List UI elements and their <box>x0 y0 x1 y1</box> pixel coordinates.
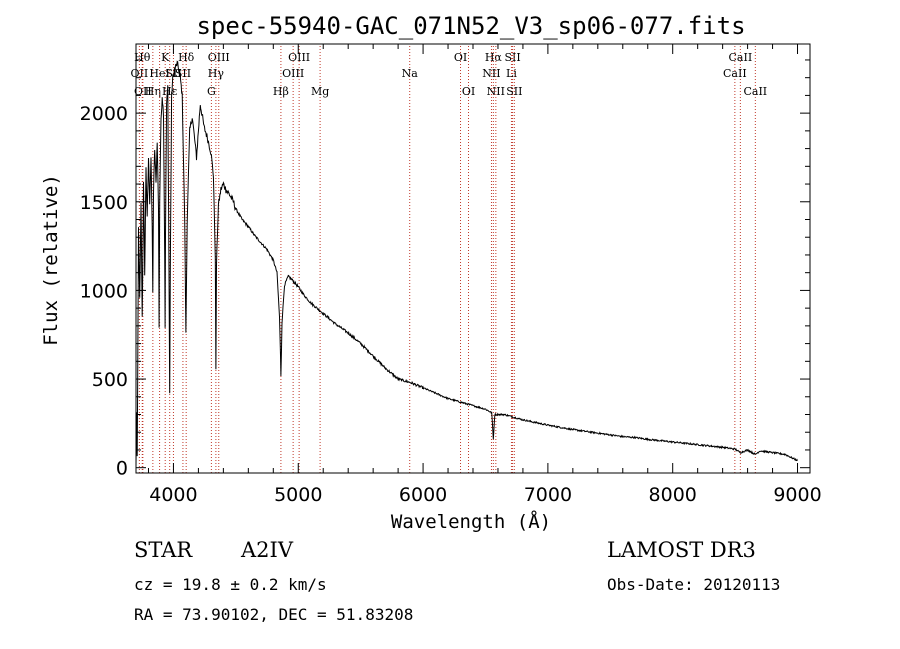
x-tick-label: 5000 <box>274 484 322 506</box>
line-marker-label-28: CaII <box>743 85 767 98</box>
line-marker-label-12: G <box>207 85 216 98</box>
line-marker-label-1: Hθ <box>134 51 151 64</box>
y-tick-label: 1500 <box>80 192 128 214</box>
x-tick-label: 6000 <box>399 484 447 506</box>
line-marker-label-16: Mg <box>311 85 329 98</box>
observation-date: Obs-Date: 20120113 <box>607 575 781 594</box>
line-marker-label-2: OII <box>134 85 152 98</box>
line-marker-label-25: SII <box>506 85 522 98</box>
plot-frame <box>135 43 811 474</box>
object-class: STAR <box>134 538 193 562</box>
axis-ticks <box>136 44 810 473</box>
line-marker-label-24: Li <box>506 67 517 80</box>
object-subclass: A2IV <box>241 538 293 562</box>
y-axis-label: Flux (relative) <box>40 174 62 346</box>
line-marker-label-3: Hη <box>145 85 161 98</box>
line-marker-label-4: HeI <box>149 67 169 80</box>
tick-labels: 4000 5000 6000 7000 8000 9000 0 500 1000 1500 2000 <box>80 103 822 506</box>
line-marker-label-7: Hε <box>162 85 178 98</box>
line-marker-label-22: NII <box>487 85 505 98</box>
line-marker-label-14: OIII <box>288 51 310 64</box>
spectrum-series-line <box>135 60 798 466</box>
line-marker-label-21: NII <box>482 67 500 80</box>
x-axis-label: Wavelength (Å) <box>391 510 551 533</box>
line-marker-label-5: K <box>161 51 170 64</box>
chart-title: spec-55940-GAC_071N52_V3_sp06-077.fits <box>196 12 745 40</box>
ra-dec-coordinates: RA = 73.90102, DEC = 51.83208 <box>134 605 414 624</box>
survey-name: LAMOST DR3 <box>607 538 756 562</box>
line-marker-label-17: Na <box>402 67 419 80</box>
y-tick-label: 2000 <box>80 103 128 125</box>
line-marker-label-26: CaII <box>729 51 753 64</box>
y-tick-label: 500 <box>92 369 128 391</box>
line-marker-label-18: OI <box>454 51 467 64</box>
redshift-cz: cz = 19.8 ± 0.2 km/s <box>134 575 327 594</box>
line-marker-label-8: Hδ <box>178 51 195 64</box>
line-marker-label-27: CaII <box>723 67 747 80</box>
x-tick-label: 8000 <box>649 484 697 506</box>
line-marker-label-15: OIII <box>282 67 304 80</box>
line-marker-label-0: OII <box>131 67 149 80</box>
line-marker-label-20: Hα <box>485 51 503 64</box>
line-marker-label-9: SII <box>175 67 191 80</box>
x-tick-label: 7000 <box>524 484 572 506</box>
line-marker-label-19: OI <box>462 85 475 98</box>
line-marker-label-13: Hβ <box>273 85 289 98</box>
line-marker-label-10: OIII <box>208 51 230 64</box>
x-tick-label: 4000 <box>149 484 197 506</box>
y-tick-label: 0 <box>116 458 128 480</box>
y-tick-label: 1000 <box>80 280 128 302</box>
x-tick-label: 9000 <box>773 484 821 506</box>
line-marker-label-11: Hγ <box>208 67 225 80</box>
line-marker-label-23: SII <box>504 51 520 64</box>
